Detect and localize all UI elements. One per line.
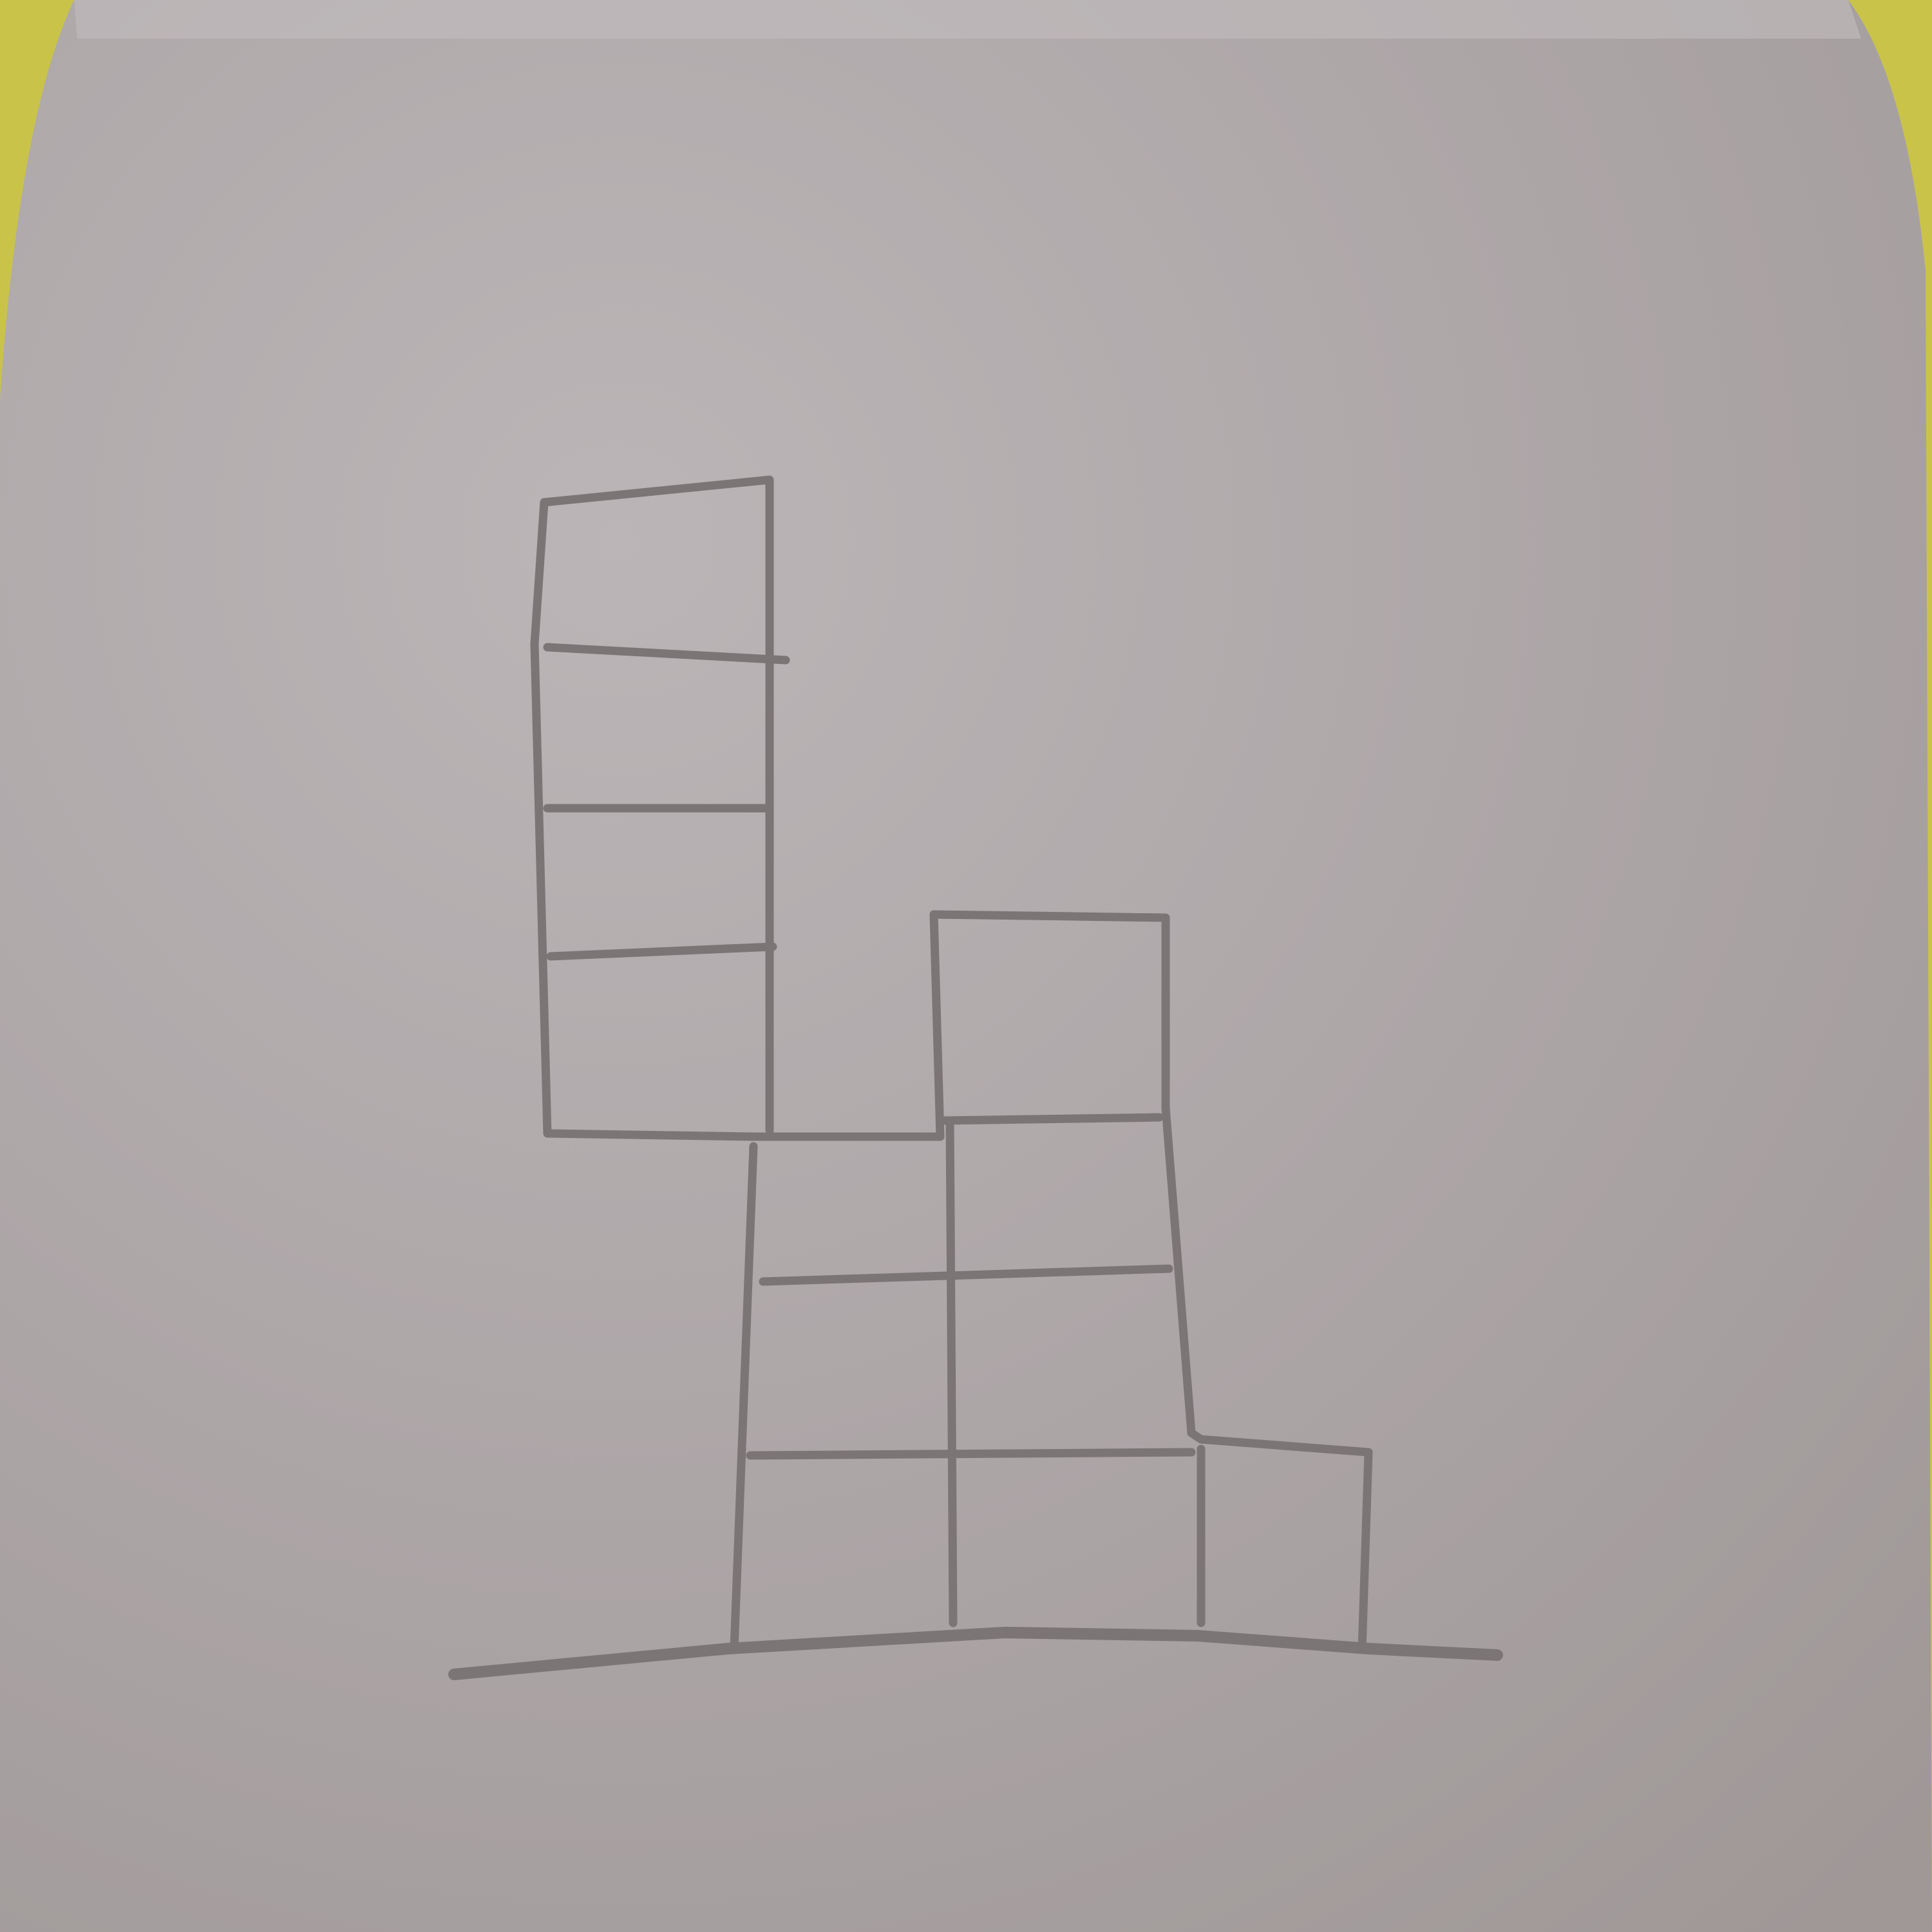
middle-vertical-line [945,1116,958,1627]
middle-upper-outline [749,910,1196,1437]
tall-column-divider-1 [543,643,790,665]
middle-divider-3 [746,1448,1196,1460]
short-right-column [1187,1428,1373,1653]
left-column-vertical-line [730,1142,758,1653]
short-column-outline [1187,1428,1373,1653]
pencil-drawing [448,475,1503,1680]
tall-column-outline-left-bottom [530,498,758,1141]
ground-line [448,1627,1503,1680]
middle-divider-2 [759,1264,1173,1286]
tall-column-outline-top-right [540,475,774,1135]
tall-column [530,475,790,1141]
paper-top-edge [74,0,1861,39]
middle-column [730,910,1196,1653]
tall-column-divider-3 [546,942,777,961]
middle-divider-1 [939,1113,1164,1125]
